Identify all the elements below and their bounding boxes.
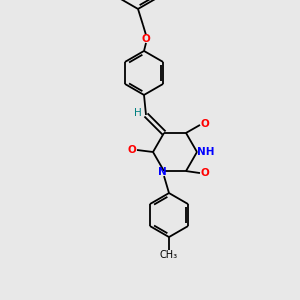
Text: H: H [134, 108, 142, 118]
Text: O: O [201, 168, 209, 178]
Text: O: O [201, 119, 209, 129]
Text: O: O [128, 145, 136, 155]
Text: CH₃: CH₃ [160, 250, 178, 260]
Text: O: O [142, 34, 150, 44]
Text: N: N [158, 167, 166, 177]
Text: NH: NH [197, 147, 215, 157]
